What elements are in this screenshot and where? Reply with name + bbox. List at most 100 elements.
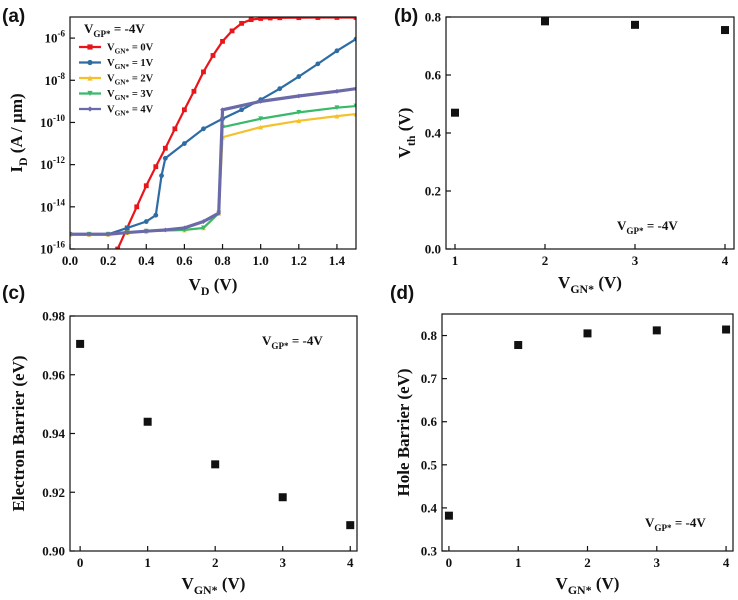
data-point [220, 107, 225, 113]
y-tick-label: 0.4 [421, 500, 438, 515]
data-point [258, 116, 264, 122]
data-point [239, 107, 245, 113]
x-tick-label: 0.2 [100, 253, 116, 268]
x-tick-label: 2 [212, 555, 219, 570]
data-point [220, 38, 225, 44]
data-point [210, 53, 216, 58]
data-point [76, 339, 85, 348]
data-point [334, 113, 340, 119]
x-tick-label: 0 [446, 555, 453, 570]
data-point [652, 326, 661, 335]
data-point [631, 20, 639, 29]
data-point [721, 26, 729, 35]
y-tick-label: 10-10 [40, 113, 65, 130]
data-point [541, 17, 549, 26]
panel-c: (c) 0 1 2 3 4 0.90 0.92 0.94 0.96 0.98 VGN* (V) Elec… [2, 283, 358, 597]
data-point [182, 225, 187, 231]
data-point [159, 173, 164, 179]
x-tick-label: 4 [347, 555, 354, 570]
data-point [258, 17, 264, 21]
x-tick-label: 1.2 [291, 253, 307, 268]
y-tick-label: 0.7 [421, 371, 438, 386]
panel-label: (a) [2, 6, 25, 27]
y-tick-label: 0.8 [421, 328, 438, 343]
y-tick-label: 10-6 [45, 29, 66, 46]
y-tick-label: 0.94 [42, 426, 65, 441]
x-tick-label: 2 [584, 555, 591, 570]
data-point [87, 106, 93, 112]
data-point [353, 17, 356, 20]
legend-label: VGN* = 0V [107, 43, 154, 56]
legend-label: VGN* = 1V [107, 58, 154, 71]
data-point [514, 341, 523, 350]
x-tick-label: 0.0 [62, 253, 78, 268]
data-point [124, 225, 130, 231]
y-tick-label: 0.6 [425, 68, 442, 83]
x-axis-label: VD (V) [189, 275, 238, 298]
data-point [162, 145, 168, 151]
data-point [87, 44, 93, 50]
data-point [143, 219, 149, 224]
data-point [296, 109, 302, 115]
panel-label: (b) [394, 6, 418, 27]
x-tick-label: 4 [722, 253, 729, 268]
series-0 [115, 17, 356, 249]
data-point [216, 210, 222, 216]
legend-label: VGN* = 2V [107, 74, 154, 87]
data-point [258, 124, 264, 130]
y-tick-label: 0.98 [42, 309, 65, 324]
data-point [296, 118, 302, 124]
data-point [334, 105, 340, 111]
data-point [201, 219, 206, 224]
plot-frame [69, 16, 357, 250]
y-tick-label: 10-8 [45, 71, 66, 88]
data-point [315, 61, 321, 67]
data-point [267, 17, 273, 21]
data-point [451, 108, 459, 117]
data-point [258, 98, 264, 104]
x-axis-label: VGN* (V) [558, 273, 622, 296]
panel-d: (d) 0 1 2 3 4 0.3 0.4 0.5 0.6 0.7 0.8 VGN* (V) Hole B… [390, 283, 734, 597]
x-tick-label: 3 [654, 555, 661, 570]
data-point [143, 228, 149, 234]
panel-label: (c) [2, 283, 25, 304]
y-tick-label: 0.6 [421, 414, 438, 429]
series-line [70, 38, 356, 236]
data-point [583, 329, 592, 338]
y-tick-label: 0.0 [425, 242, 441, 257]
y-axis-label: Electron Barrier (eV) [9, 355, 28, 511]
x-tick-label: 0 [77, 555, 84, 570]
x-tick-label: 0.4 [138, 253, 155, 268]
x-tick-label: 1 [515, 555, 522, 570]
y-tick-label: 0.5 [421, 457, 438, 472]
x-tick-label: 1.4 [329, 253, 346, 268]
y-tick-label: 10-14 [40, 197, 65, 214]
data-point [334, 88, 340, 94]
x-tick-label: 1 [452, 253, 459, 268]
data-point [239, 20, 244, 26]
data-point [182, 107, 187, 113]
y-tick-label: 10-12 [40, 155, 65, 172]
panel-b: (b) 1 2 3 4 0.0 0.2 0.4 0.6 0.8 VGN* (V) Vth (V) VGP… [394, 6, 735, 296]
data-point [191, 88, 197, 94]
series-line [70, 87, 356, 236]
x-axis-label: VGN* (V) [556, 574, 620, 597]
data-point [296, 17, 302, 21]
y-tick-label: 0.4 [425, 126, 442, 141]
data-point [105, 231, 111, 237]
legend-label: VGN* = 3V [107, 89, 154, 102]
plot-frame [69, 315, 358, 552]
series-line [116, 17, 356, 249]
data-point [277, 17, 283, 21]
data-point [134, 204, 140, 210]
data-point [201, 69, 206, 75]
y-tick-label: 0.92 [42, 485, 65, 500]
y-tick-label: 0.8 [425, 10, 442, 25]
y-tick-label: 0.2 [425, 184, 441, 199]
data-point [172, 126, 178, 132]
legend-label: VGN* = 4V [107, 105, 154, 118]
data-point [444, 511, 453, 520]
data-point [201, 225, 206, 231]
data-point [277, 86, 283, 92]
data-point [346, 521, 355, 530]
